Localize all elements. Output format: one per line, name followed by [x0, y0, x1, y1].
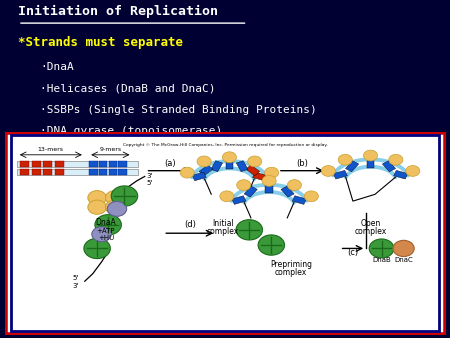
- Bar: [346, 161, 359, 172]
- Circle shape: [389, 154, 403, 165]
- Circle shape: [88, 200, 106, 214]
- Text: ·Helicases (DnaB and DnaC): ·Helicases (DnaB and DnaC): [40, 83, 216, 94]
- Text: +ATP: +ATP: [97, 227, 115, 234]
- Circle shape: [369, 239, 394, 258]
- Circle shape: [88, 191, 106, 205]
- Circle shape: [111, 186, 138, 206]
- Bar: [108, 161, 117, 167]
- Bar: [55, 161, 63, 167]
- Bar: [108, 169, 117, 175]
- Bar: [89, 169, 98, 175]
- Bar: [281, 186, 294, 197]
- Bar: [192, 172, 206, 181]
- Bar: [236, 161, 248, 172]
- Bar: [55, 169, 63, 175]
- Bar: [382, 161, 396, 172]
- Text: complex: complex: [207, 226, 239, 236]
- Circle shape: [237, 180, 251, 191]
- Bar: [394, 170, 408, 179]
- Bar: [20, 161, 29, 167]
- Bar: [17, 169, 138, 175]
- Circle shape: [222, 152, 236, 163]
- Circle shape: [180, 167, 194, 178]
- Text: complex: complex: [275, 268, 307, 277]
- Circle shape: [92, 227, 111, 242]
- Circle shape: [304, 191, 319, 202]
- Text: (d): (d): [184, 220, 196, 229]
- Bar: [199, 165, 213, 176]
- Circle shape: [321, 166, 335, 176]
- Text: Open: Open: [360, 219, 381, 228]
- Text: complex: complex: [355, 226, 387, 236]
- Text: (c): (c): [347, 248, 359, 257]
- Text: 5': 5': [73, 275, 79, 281]
- Bar: [244, 186, 257, 197]
- Circle shape: [105, 191, 124, 205]
- Circle shape: [248, 156, 262, 167]
- Circle shape: [393, 240, 414, 257]
- Text: DnaB: DnaB: [372, 257, 391, 263]
- Bar: [20, 169, 29, 175]
- Bar: [232, 196, 246, 204]
- Bar: [99, 169, 107, 175]
- Bar: [367, 158, 374, 168]
- Circle shape: [95, 215, 122, 235]
- Text: ·DnaA: ·DnaA: [40, 62, 74, 72]
- Bar: [17, 161, 138, 167]
- Circle shape: [107, 201, 126, 216]
- Text: Initial: Initial: [212, 219, 234, 228]
- Circle shape: [262, 175, 276, 186]
- Bar: [43, 169, 52, 175]
- Circle shape: [338, 154, 352, 165]
- Bar: [252, 172, 267, 181]
- Text: 3': 3': [147, 173, 153, 179]
- Bar: [32, 169, 40, 175]
- Text: ·SSBPs (Single Stranded Binding Proteins): ·SSBPs (Single Stranded Binding Proteins…: [40, 105, 317, 115]
- Text: 13-mers: 13-mers: [38, 147, 64, 152]
- Bar: [266, 184, 273, 193]
- Bar: [246, 165, 260, 176]
- Bar: [225, 160, 233, 169]
- Text: 5': 5': [147, 180, 153, 186]
- Text: DnaC: DnaC: [394, 257, 413, 263]
- Circle shape: [220, 191, 234, 202]
- Circle shape: [406, 166, 420, 176]
- Text: Copyright © The McGraw-Hill Companies, Inc. Permission required for reproduction: Copyright © The McGraw-Hill Companies, I…: [122, 143, 328, 147]
- Text: (a): (a): [164, 159, 176, 168]
- Bar: [211, 161, 223, 172]
- Circle shape: [105, 200, 124, 214]
- Text: +HU: +HU: [98, 235, 114, 241]
- Text: Prepriming: Prepriming: [270, 260, 312, 269]
- Circle shape: [364, 150, 378, 161]
- Circle shape: [84, 238, 110, 259]
- Circle shape: [258, 235, 284, 255]
- Bar: [292, 196, 306, 204]
- Bar: [118, 161, 126, 167]
- Text: *Strands must separate: *Strands must separate: [18, 36, 183, 49]
- Circle shape: [265, 167, 279, 178]
- Text: 3': 3': [73, 283, 79, 289]
- FancyBboxPatch shape: [11, 135, 439, 331]
- Circle shape: [236, 220, 262, 240]
- Text: 9-mers: 9-mers: [99, 147, 122, 152]
- Circle shape: [197, 156, 211, 167]
- Circle shape: [288, 180, 302, 191]
- FancyBboxPatch shape: [4, 132, 446, 335]
- Text: (b): (b): [296, 159, 308, 168]
- Bar: [99, 161, 107, 167]
- Bar: [333, 170, 347, 179]
- Bar: [118, 169, 126, 175]
- Text: Initiation of Replication: Initiation of Replication: [18, 5, 218, 18]
- Bar: [32, 161, 40, 167]
- Text: DnaA: DnaA: [95, 218, 116, 227]
- Bar: [89, 161, 98, 167]
- Bar: [43, 161, 52, 167]
- Text: ·DNA gyrase (topoisomerase): ·DNA gyrase (topoisomerase): [40, 126, 223, 136]
